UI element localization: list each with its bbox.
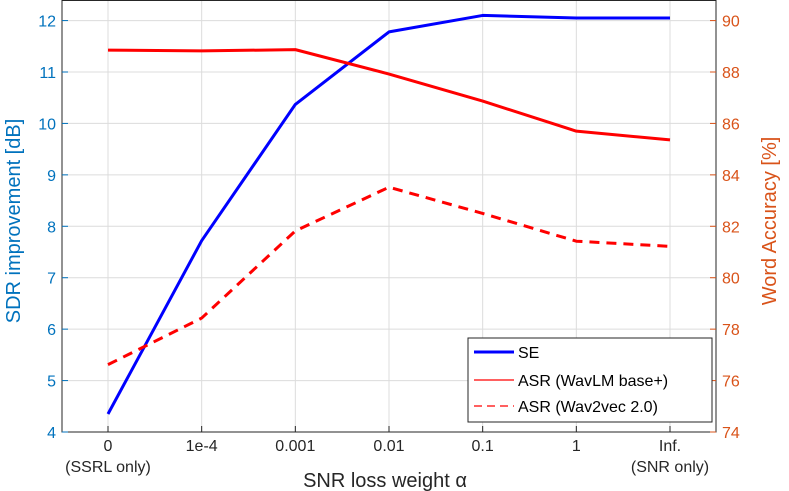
x-tick-label: 1 [572,438,581,455]
x-axis-label: SNR loss weight α [303,470,467,491]
left-y-tick-label: 11 [39,65,56,82]
right-y-tick-label: 80 [722,271,740,288]
x-tick-sublabel: (SSRL only) [65,459,151,476]
x-tick-label: 0 [104,438,113,455]
left-y-axis-label: SDR improvement [dB] [3,119,25,324]
left-y-tick-label: 5 [47,374,56,391]
grid-lines [62,0,716,433]
left-y-tick-label: 10 [38,116,56,133]
series-line-0 [106,13,670,415]
left-y-axis-ticks: 4 5 6 7 8 9 10 11 12 [38,14,68,442]
legend-label-asr-wav2vec: ASR (Wav2vec 2.0) [518,399,658,416]
legend: SE ASR (WavLM base+) ASR (Wav2vec 2.0) [467,337,713,423]
legend-label-asr-wavlm: ASR (WavLM base+) [518,373,668,390]
left-y-tick-label: 9 [47,168,56,185]
left-y-tick-label: 6 [47,322,56,339]
left-y-tick-label: 4 [47,425,56,442]
x-tick-label: 1e-4 [186,438,218,455]
x-tick-label: Inf. [659,438,681,455]
right-y-tick-label: 74 [722,425,740,442]
left-y-tick-label: 8 [47,219,56,236]
right-y-axis-label: Word Accuracy [%] [759,137,781,306]
right-y-tick-label: 84 [722,168,740,185]
series-line-1 [107,48,671,142]
right-y-tick-label: 82 [722,219,740,236]
right-y-tick-label: 78 [722,322,740,339]
left-y-tick-label: 7 [47,271,56,288]
x-axis-ticks: 0 (SSRL only) 1e-4 0.001 0.01 0.1 1 Inf. (SNR on… [65,426,709,476]
x-tick-label: 0.001 [275,438,315,455]
series-lines [106,13,671,415]
x-tick-label: 0.1 [472,438,494,455]
right-y-tick-label: 88 [722,65,740,82]
right-y-tick-label: 86 [722,116,740,133]
left-y-tick-label: 12 [38,14,56,31]
legend-label-se: SE [518,345,539,362]
series-line-2 [107,185,671,366]
right-y-tick-label: 90 [722,14,740,31]
right-y-axis-ticks: 74 76 78 80 82 84 86 88 90 [710,14,740,442]
x-tick-label: 0.01 [373,438,404,455]
x-tick-sublabel: (SNR only) [631,459,709,476]
right-y-tick-label: 76 [722,374,740,391]
